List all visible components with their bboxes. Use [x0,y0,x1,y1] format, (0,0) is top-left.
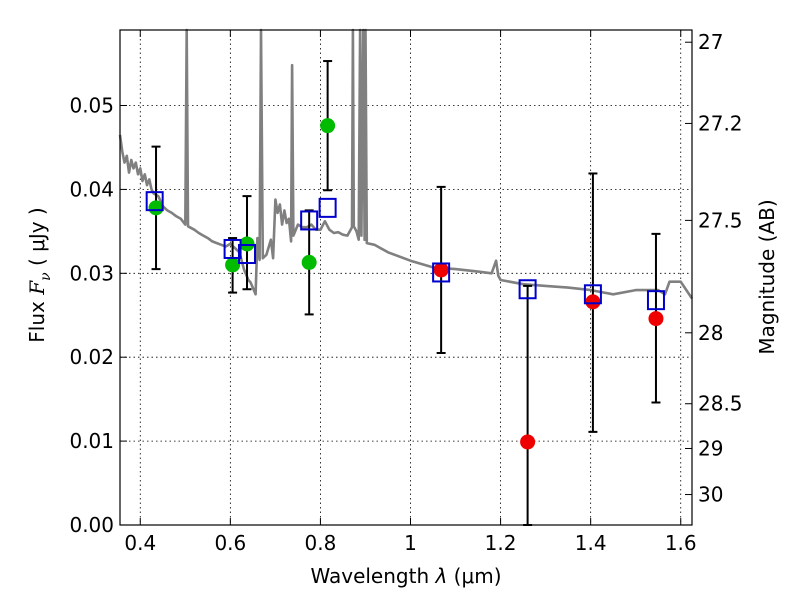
y-tick-label: 0.05 [69,94,114,118]
model-box [318,197,337,218]
y2-tick-label: 27 [698,30,723,54]
model-box [432,262,451,283]
observed-point-green [301,254,317,270]
y2-tick-label: 27.2 [698,111,743,135]
model-boxes-layer [145,191,665,311]
observed-point-red [520,434,536,450]
y-tick-label: 0.04 [69,177,114,201]
model-box [223,238,242,259]
observed-point-green [239,236,255,252]
observed-point-green [320,118,336,134]
x-tick-label: 0.6 [214,531,246,555]
y-tick-label: 0.01 [69,429,114,453]
axis-ticks: 0.4 0.6 0.8 1 1.2 1.4 1.6 0.00 0.01 0.02 0.03 0.04 0… [69,30,743,555]
y-tick-label: 0.03 [69,261,114,285]
x-axis-title: Wavelength λ (μm) [310,564,501,588]
observed-point-red [648,311,664,327]
model-spectrum-line [118,28,694,300]
model-box [518,279,537,300]
observed-point-green [148,200,164,216]
y-axis-title: Flux Fν ( μJy ) [25,207,54,342]
y2-tick-label: 30 [698,483,723,507]
observed-point-red [433,262,449,278]
y2-tick-label: 27.5 [698,208,743,232]
x-tick-label: 0.4 [124,531,156,555]
model-box [300,210,319,231]
x-tick-label: 0.8 [305,531,337,555]
observed-point-green [225,257,241,273]
model-spectrum-layer [118,28,694,300]
model-box [646,290,665,311]
y-tick-label: 0.00 [69,513,114,537]
x-tick-label: 1.2 [485,531,517,555]
secondary-y-axis-title: Magnitude (AB) [755,199,779,354]
grid-lines [120,30,692,526]
y2-tick-label: 28.5 [698,392,743,416]
x-tick-label: 1.4 [575,531,607,555]
observed-points-layer [148,118,664,450]
model-box [583,284,602,305]
x-tick-label: 1 [404,531,417,555]
model-box [145,191,164,212]
y-tick-label: 0.02 [69,345,114,369]
y2-tick-label: 29 [698,436,723,460]
y2-tick-label: 28 [698,321,723,345]
model-box [238,244,257,265]
x-tick-label: 1.6 [665,531,697,555]
observed-point-red [585,294,601,310]
plot-frame [119,29,693,526]
